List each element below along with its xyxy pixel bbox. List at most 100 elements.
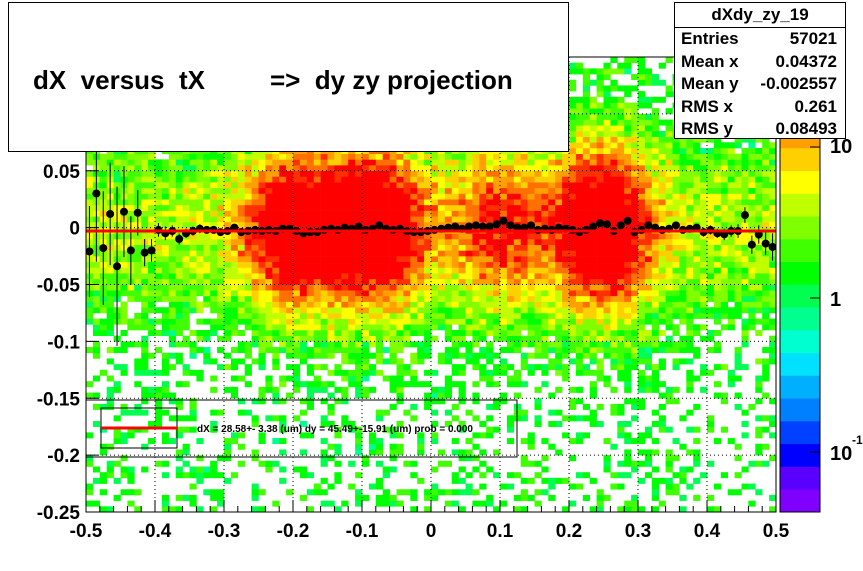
heatmap-cell [175,432,183,439]
heatmap-cell [541,165,549,172]
heatmap-cell [686,483,694,490]
heatmap-cell [362,290,370,297]
heatmap-cell [134,165,142,172]
heatmap-cell [596,273,604,280]
heatmap-cell [548,483,556,490]
heatmap-cell [155,415,163,422]
heatmap-cell [99,170,107,177]
heatmap-cell [472,415,480,422]
heatmap-cell [279,273,287,280]
heatmap-cell [417,239,425,245]
heatmap-cell [382,193,390,200]
heatmap-cell [658,130,666,137]
heatmap-cell [506,256,515,263]
heatmap-cell [313,210,321,217]
heatmap-cell [472,330,480,336]
heatmap-cell [658,273,666,280]
heatmap-cell [341,233,349,240]
heatmap-cell [631,494,639,501]
heatmap-cell [686,210,694,217]
heatmap-cell [313,221,321,228]
heatmap-cell [251,455,259,462]
heatmap-cell [527,295,535,302]
heatmap-cell [562,312,570,319]
heatmap-cell [403,244,411,251]
heatmap-cell [417,165,425,172]
heatmap-cell [651,170,659,177]
heatmap-cell [86,455,94,462]
heatmap-cell [458,421,466,427]
heatmap-cell [382,290,390,297]
heatmap-cell [548,170,556,177]
heatmap-cell [610,130,618,137]
heatmap-cell [486,165,494,172]
heatmap-cell [279,375,287,382]
heatmap-cell [362,375,370,382]
heatmap-cell [700,301,708,308]
heatmap-cell [196,187,204,194]
heatmap-cell [155,460,163,467]
heatmap-cell [355,267,363,274]
heatmap-cell [189,284,197,291]
heatmap-cell [603,119,611,126]
heatmap-cell [355,159,363,166]
heatmap-cell [127,318,135,325]
heatmap-cell [479,273,487,280]
heatmap-cell [458,256,466,263]
heatmap-cell [244,170,252,177]
heatmap-cell [368,301,377,308]
heatmap-cell [86,170,94,177]
heatmap-cell [313,182,321,189]
heatmap-cell [686,244,694,251]
heatmap-cell [437,398,446,405]
heatmap-cell [500,369,508,376]
heatmap-cell [589,79,597,86]
heatmap-cell [410,403,418,410]
heatmap-cell [155,256,163,263]
heatmap-cell [437,199,446,206]
heatmap-cell [293,250,301,257]
heatmap-cell [693,204,701,211]
heatmap-cell [327,290,335,297]
heatmap-cell [396,335,404,342]
heatmap-cell [624,159,632,166]
heatmap-cell [575,193,584,200]
heatmap-cell [141,335,149,342]
heatmap-cell [341,187,349,194]
heatmap-cell [127,489,135,496]
heatmap-cell [203,472,211,479]
heatmap-cell [375,273,383,280]
heatmap-cell [224,153,232,160]
heatmap-cell [375,256,383,263]
heatmap-cell [286,182,294,189]
heatmap-cell [548,341,556,348]
heatmap-cell [569,159,577,166]
heatmap-cell [210,153,218,160]
heatmap-cell [527,307,535,314]
heatmap-cell [693,233,701,240]
heatmap-cell [313,267,321,274]
heatmap-cell [472,290,480,297]
heatmap-cell [479,261,487,268]
heatmap-cell [534,199,542,206]
heatmap-cell [258,199,266,206]
heatmap-cell [382,472,390,479]
heatmap-cell [362,204,370,211]
heatmap-cell [624,62,632,69]
heatmap-cell [375,261,383,268]
heatmap-cell [293,216,301,223]
heatmap-cell [148,278,156,285]
heatmap-cell [651,421,659,427]
heatmap-cell [334,267,342,274]
heatmap-cell [237,267,245,274]
heatmap-cell [534,204,542,211]
heatmap-cell [134,267,142,274]
heatmap-cell [362,210,370,217]
heatmap-cell [355,165,363,172]
heatmap-cell [168,199,176,206]
heatmap-cell [506,165,515,172]
heatmap-cell [389,455,397,462]
heatmap-cell [141,204,149,211]
heatmap-cell [534,460,542,467]
heatmap-cell [555,449,563,456]
